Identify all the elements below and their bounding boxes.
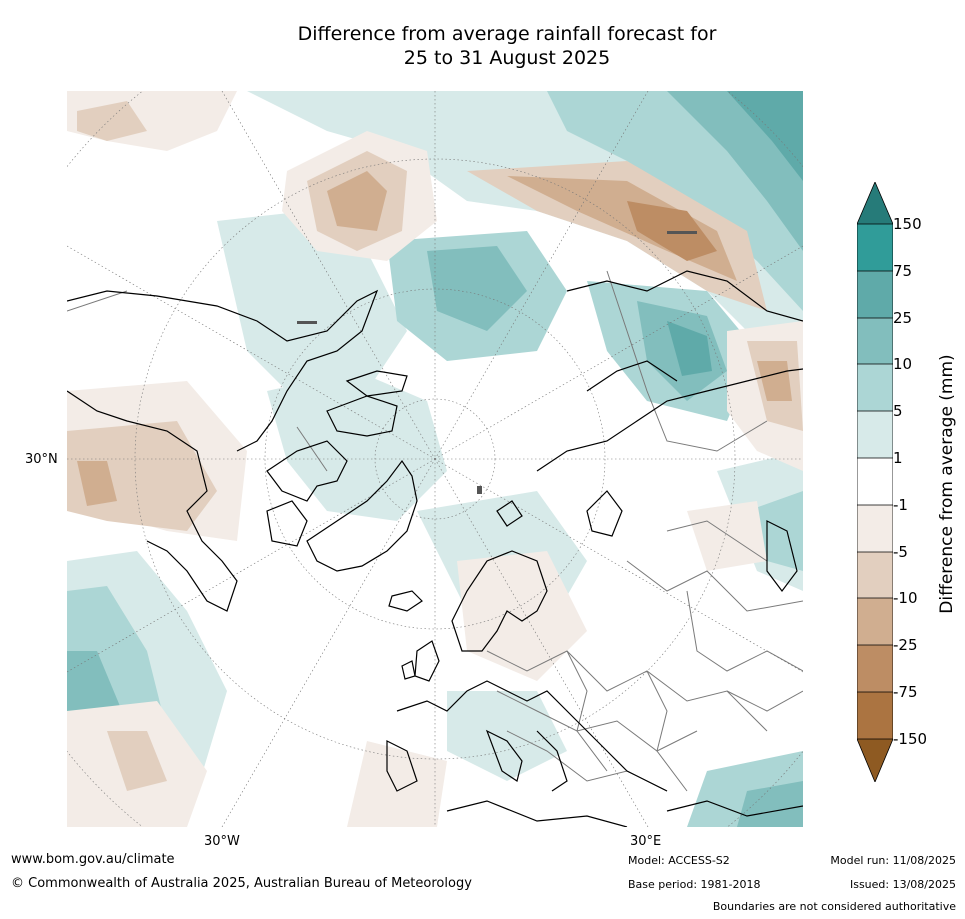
colorbar-tick: 75 <box>893 262 913 280</box>
title-line-2: 25 to 31 August 2025 <box>403 47 611 69</box>
colorbar-tick: -5 <box>893 543 908 561</box>
disclaimer-text: Boundaries are not considered authoritat… <box>712 900 956 913</box>
rainfall-anomaly-map <box>67 91 803 827</box>
colorbar-band-75-150 <box>857 224 893 271</box>
colorbar-tick: -10 <box>893 589 918 607</box>
colorbar-min-arrow <box>857 739 893 782</box>
coastal-speckles <box>297 231 697 494</box>
colorbar-band-25-75 <box>857 271 893 318</box>
website-link[interactable]: www.bom.gov.au/climate <box>11 852 175 867</box>
colorbar <box>857 182 893 782</box>
colorbar-band-m150-m75 <box>857 692 893 739</box>
colorbar-band-1-5 <box>857 411 893 458</box>
map-title: Difference from average rainfall forecas… <box>67 22 947 70</box>
colorbar-tick: 150 <box>893 215 922 233</box>
colorbar-band-5-10 <box>857 364 893 411</box>
colorbar-band-neutral <box>857 458 893 505</box>
colorbar-tick: 5 <box>893 402 903 420</box>
coastlines <box>67 270 803 827</box>
colorbar-tick: 25 <box>893 309 913 327</box>
colorbar-tick: -1 <box>893 496 908 514</box>
colorbar-band-m75-m25 <box>857 645 893 692</box>
colorbar-tick: -25 <box>893 636 918 654</box>
colorbar-max-arrow <box>857 182 893 224</box>
wet-anomaly-regions <box>67 91 803 827</box>
colorbar-tick: 10 <box>893 355 913 373</box>
colorbar-band-m10-m5 <box>857 552 893 598</box>
issued-text: Issued: 13/08/2025 <box>849 878 956 891</box>
country-borders <box>67 270 803 792</box>
model-run-text: Model run: 11/08/2025 <box>830 854 956 867</box>
model-text: Model: ACCESS-S2 <box>628 854 730 867</box>
colorbar-band-10-25 <box>857 318 893 364</box>
colorbar-band-m5-m1 <box>857 505 893 552</box>
copyright-text: © Commonwealth of Australia 2025, Austra… <box>11 876 472 891</box>
lon-label-30e: 30°E <box>630 834 662 849</box>
colorbar-tick: 1 <box>893 449 903 467</box>
colorbar-tick: -150 <box>893 730 928 748</box>
colorbar-band-m25-m10 <box>857 598 893 645</box>
lon-label-30w: 30°W <box>204 834 240 849</box>
colorbar-title: Difference from average (mm) <box>937 354 957 614</box>
base-period-text: Base period: 1981-2018 <box>628 878 761 891</box>
title-line-1: Difference from average rainfall forecas… <box>297 23 717 45</box>
lat-label-30n: 30°N <box>25 452 58 467</box>
colorbar-tick: -75 <box>893 683 918 701</box>
